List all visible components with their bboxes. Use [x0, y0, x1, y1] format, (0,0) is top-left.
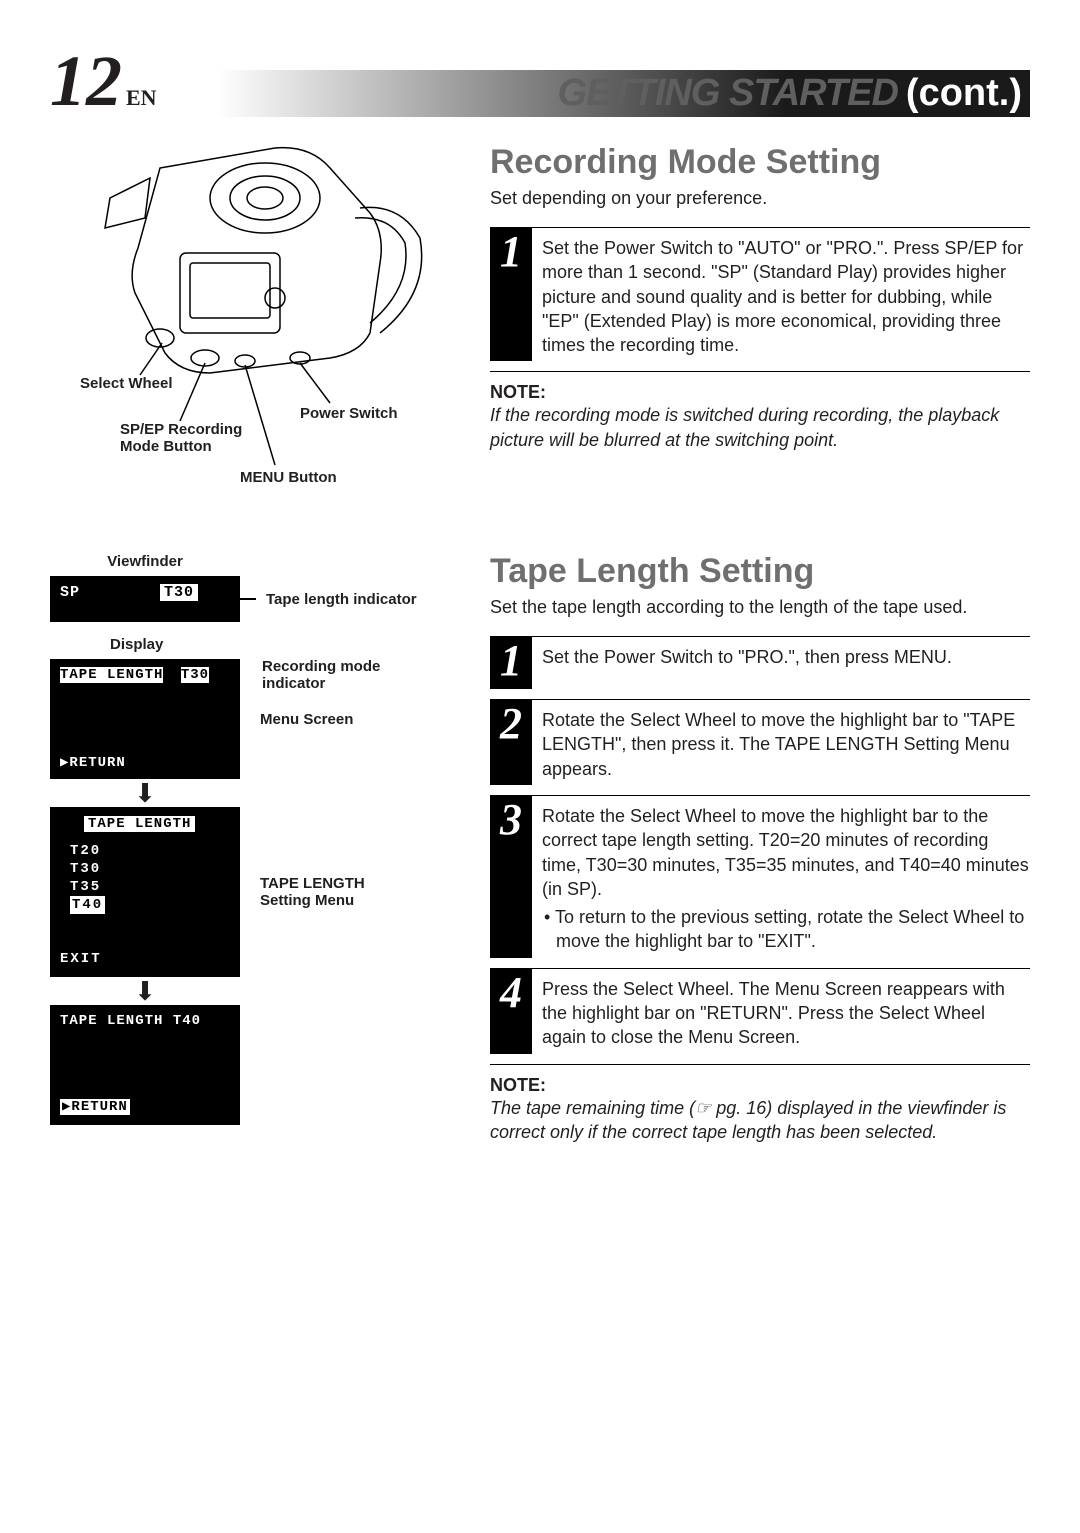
opt-t20: T20: [70, 842, 230, 860]
tape-length-menu-label: TAPE LENGTH Setting Menu: [260, 875, 390, 909]
section-recording-mode: Recording Mode Setting Set depending on …: [490, 143, 1030, 452]
camera-diagram: Select Wheel SP/EP Recording Mode Button…: [50, 143, 440, 503]
step1-body: Set the Power Switch to "AUTO" or "PRO."…: [532, 228, 1030, 361]
page-title-cont: (cont.): [906, 72, 1022, 114]
page-lang: EN: [126, 85, 157, 110]
label-spep-button: SP/EP Recording Mode Button: [120, 421, 260, 455]
page-number: 12EN: [50, 40, 157, 123]
step4-body: Press the Select Wheel. The Menu Screen …: [532, 969, 1030, 1054]
opt-t40-highlighted: T40: [70, 896, 105, 914]
section2-intro: Set the tape length according to the len…: [490, 597, 1030, 618]
page-num-value: 12: [50, 41, 122, 121]
step-number: 2: [490, 700, 532, 785]
section1-intro: Set depending on your preference.: [490, 188, 1030, 209]
step-number: 1: [490, 228, 532, 361]
menu1-tape-length: TAPE LENGTH: [60, 667, 163, 683]
opt-t30: T30: [70, 860, 230, 878]
section1-step1: 1 Set the Power Switch to "AUTO" or "PRO…: [490, 227, 1030, 361]
section-tape-length: Tape Length Setting Set the tape length …: [490, 552, 1030, 1144]
final-row1: TAPE LENGTH T40: [60, 1013, 230, 1029]
step3-bullet: • To return to the previous setting, rot…: [542, 905, 1030, 954]
viewfinder-display: SP T30: [50, 576, 240, 622]
page-title-band: GETTING STARTED(cont.): [217, 70, 1030, 117]
arrow-down-icon: ⬇: [50, 981, 240, 1001]
page-title-main: GETTING STARTED: [558, 72, 898, 114]
section2-step2: 2 Rotate the Select Wheel to move the hi…: [490, 699, 1030, 785]
step-number: 3: [490, 796, 532, 958]
recording-mode-indicator-label: Recording mode indicator: [262, 658, 402, 692]
step3-body: Rotate the Select Wheel to move the high…: [542, 806, 1029, 899]
section2-step4: 4 Press the Select Wheel. The Menu Scree…: [490, 968, 1030, 1054]
connector-line: [238, 598, 256, 600]
page-header: 12EN GETTING STARTED(cont.): [50, 40, 1030, 123]
menu-screen-final: TAPE LENGTH T40 ▶RETURN: [50, 1005, 240, 1125]
section2-title: Tape Length Setting: [490, 552, 1030, 591]
tape-length-menu: TAPE LENGTH T20 T30 T35 T40 EXIT: [50, 807, 240, 977]
sp-indicator: SP: [60, 584, 80, 601]
label-menu-button: MENU Button: [240, 469, 337, 486]
arrow-down-icon: ⬇: [50, 783, 240, 803]
section2-note-label: NOTE:: [490, 1075, 1030, 1096]
section1-note-body: If the recording mode is switched during…: [490, 403, 1030, 452]
final-return-highlighted: ▶RETURN: [60, 1099, 130, 1115]
section2-note-body: The tape remaining time (☞ pg. 16) displ…: [490, 1096, 1030, 1145]
step1-body: Set the Power Switch to "PRO.", then pre…: [532, 637, 952, 689]
label-select-wheel: Select Wheel: [80, 375, 173, 392]
opt-t35: T35: [70, 878, 230, 896]
menu1-return: ▶RETURN: [60, 754, 126, 771]
step-number: 4: [490, 969, 532, 1054]
tape-length-indicator-label: Tape length indicator: [266, 591, 417, 608]
viewfinder-heading: Viewfinder: [50, 553, 240, 570]
menu-screen-label: Menu Screen: [260, 711, 353, 728]
section1-title: Recording Mode Setting: [490, 143, 1030, 182]
display-label: Display: [110, 636, 440, 653]
t30-indicator: T30: [160, 584, 198, 601]
section1-note-label: NOTE:: [490, 382, 1030, 403]
menu-screen-1: TAPE LENGTH T30 ▶RETURN: [50, 659, 240, 779]
section2-step1: 1 Set the Power Switch to "PRO.", then p…: [490, 636, 1030, 689]
section2-step3: 3 Rotate the Select Wheel to move the hi…: [490, 795, 1030, 958]
label-power-switch: Power Switch: [300, 405, 398, 422]
tape-menu-exit: EXIT: [60, 951, 102, 967]
step-number: 1: [490, 637, 532, 689]
tape-length-title: TAPE LENGTH: [84, 816, 195, 832]
step2-body: Rotate the Select Wheel to move the high…: [532, 700, 1030, 785]
menu1-t30: T30: [181, 667, 209, 683]
